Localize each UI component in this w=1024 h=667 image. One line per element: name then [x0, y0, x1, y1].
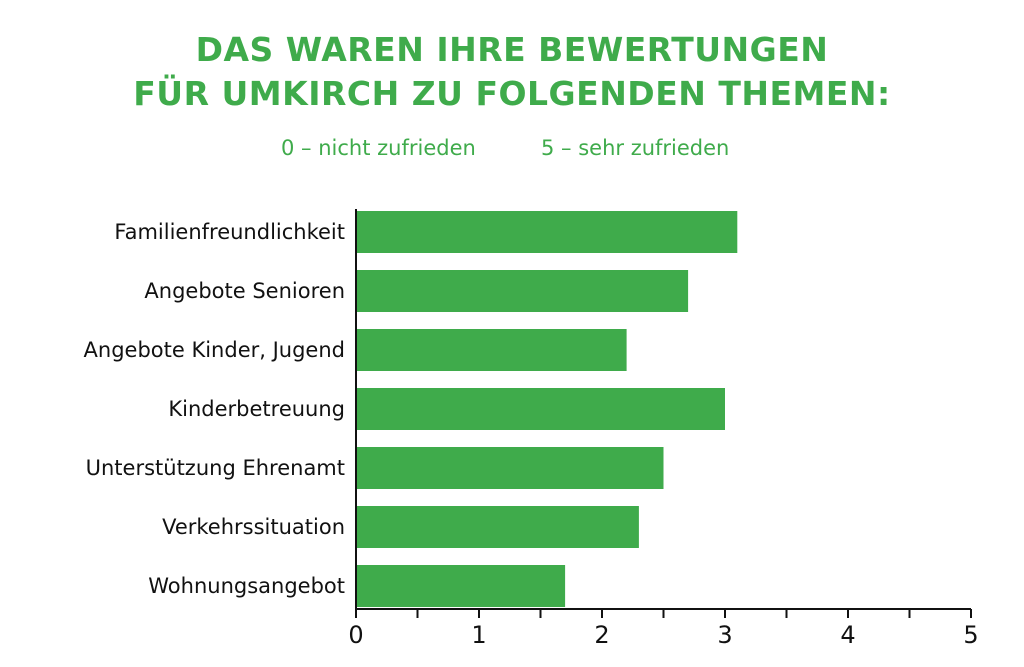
x-tick-label-0: 0: [348, 621, 363, 649]
bars-group: [356, 211, 738, 607]
bar-1: [356, 270, 689, 312]
category-label-6: Wohnungsangebot: [148, 574, 345, 598]
bar-6: [356, 565, 566, 607]
x-axis: 0 1 2 3 4 5: [348, 209, 979, 649]
category-label-2: Angebote Kinder, Jugend: [84, 338, 345, 362]
legend-high-label: 5 – sehr zufrieden: [541, 136, 730, 160]
bar-4: [356, 447, 664, 489]
category-label-3: Kinderbetreuung: [168, 397, 345, 421]
x-tick-label-4: 4: [840, 621, 855, 649]
bar-3: [356, 388, 725, 430]
category-labels-group: Familienfreundlichkeit Angebote Senioren A…: [84, 220, 345, 598]
x-tick-label-1: 1: [471, 621, 486, 649]
chart-title-line-1: DAS WAREN IHRE BEWERTUNGEN: [195, 30, 829, 69]
category-label-0: Familienfreundlichkeit: [114, 220, 345, 244]
bar-5: [356, 506, 639, 548]
x-tick-label-3: 3: [717, 621, 732, 649]
category-label-4: Unterstützung Ehrenamt: [86, 456, 345, 480]
x-tick-label-2: 2: [594, 621, 609, 649]
chart-title-line-2: FÜR UMKIRCH ZU FOLGENDEN THEMEN:: [133, 74, 891, 113]
category-label-1: Angebote Senioren: [144, 279, 345, 303]
bar-2: [356, 329, 627, 371]
bar-0: [356, 211, 738, 253]
x-tick-label-5: 5: [963, 621, 978, 649]
category-label-5: Verkehrssituation: [162, 515, 345, 539]
legend-low-label: 0 – nicht zufrieden: [281, 136, 476, 160]
